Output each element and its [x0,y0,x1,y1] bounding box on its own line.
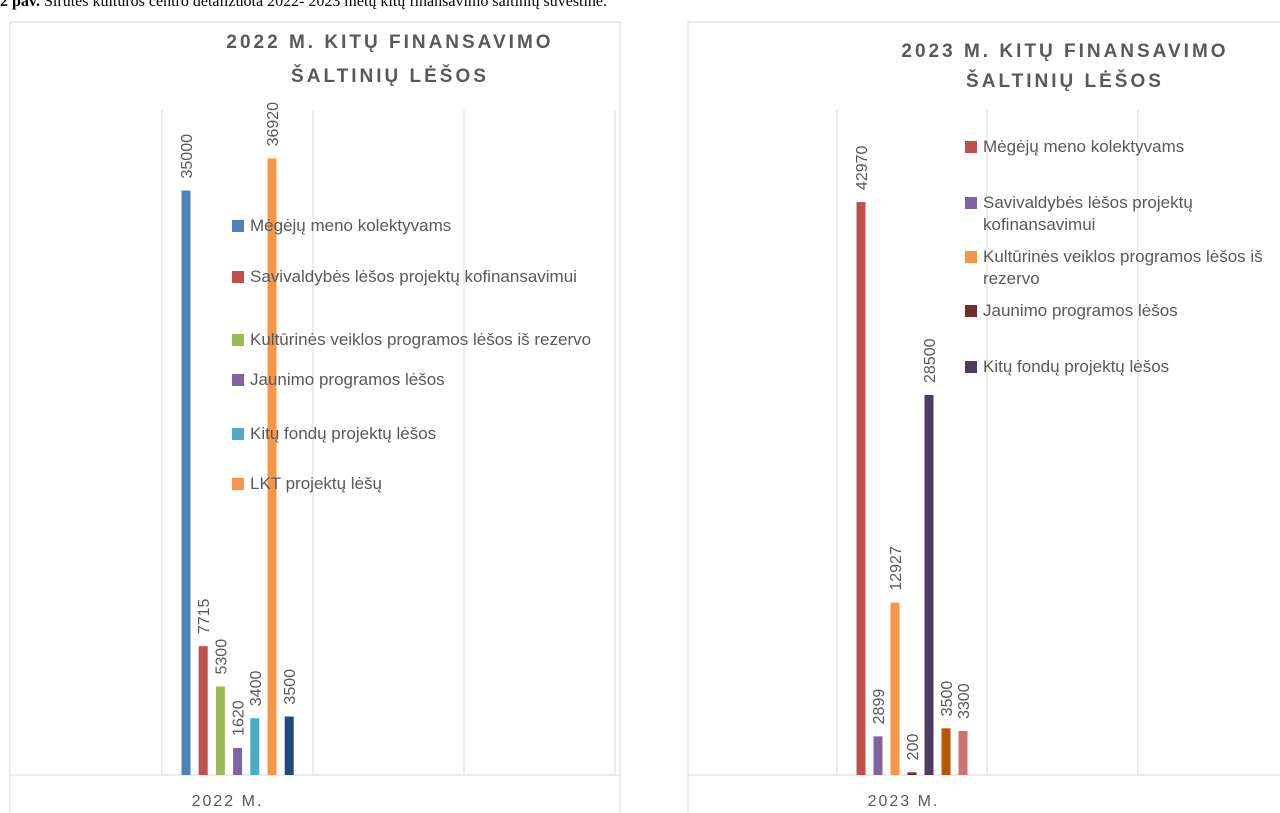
legend-swatch [965,251,977,263]
legend-item: Jaunimo programos lėšos [232,369,600,391]
data-label: 12927 [888,546,905,591]
category-label: 2022 M. [192,793,264,810]
legend-swatch [232,271,244,283]
bar [284,716,294,775]
legend-swatch [965,197,977,209]
bar [215,686,225,775]
bar [924,395,934,775]
legend-label: Mėgėjų meno kolektyvams [983,137,1185,156]
legend-item: Mėgėjų meno kolektyvams [232,215,600,237]
bar [233,747,243,775]
legend-item: LKT projektų lėšų [232,473,600,495]
caption-label: 2 pav. [0,0,40,10]
legend-swatch [965,305,977,317]
category-label: 2023 M. [868,793,940,810]
legend-item: Jaunimo programos lėšos [965,300,1263,322]
data-label: 28500 [922,338,939,383]
legend-label: Kultūrinės veiklos programos lėšos iš re… [983,247,1263,288]
bar [890,602,900,775]
legend-item: Kitų fondų projektų lėšos [965,356,1263,378]
data-label: 36920 [265,102,282,147]
caption: 2 pav. Sirutės kultūros centro detalizuo… [0,0,607,10]
bar [198,646,208,775]
data-label: 42970 [854,145,871,190]
bar [873,736,883,775]
data-label: 200 [905,734,922,761]
legend-swatch [232,478,244,490]
caption-text: Sirutės kultūros centro detalizuota 2022… [44,0,607,10]
legend-label: Savivaldybės lėšos projektų kofinansavim… [250,267,577,286]
legend-label: Mėgėjų meno kolektyvams [250,216,452,235]
chart-title: 2023 M. KITŲ FINANSAVIMO [901,41,1228,62]
chart-title: ŠALTINIŲ LĖŠOS [291,65,489,87]
legend-label: Savivaldybės lėšos projektų kofinansavim… [983,193,1193,234]
data-label: 7715 [196,598,213,634]
legend-swatch [965,141,977,153]
bar [907,772,917,775]
legend-label: Kultūrinės veiklos programos lėšos iš re… [250,330,592,349]
data-label: 35000 [179,134,196,179]
data-label: 2899 [871,689,888,725]
legend-swatch [965,361,977,373]
data-label: 1620 [231,700,248,736]
data-label: 3300 [956,683,973,719]
legend-swatch [232,220,244,232]
bar [941,728,951,775]
chart-frame [9,21,621,813]
legend-item: Savivaldybės lėšos projektų kofinansavim… [965,192,1263,236]
legend-swatch [232,428,244,440]
chart-frame [687,21,1280,813]
data-label: 3500 [939,681,956,717]
chart-title: 2022 M. KITŲ FINANSAVIMO [226,32,553,53]
legend-item: Kitų fondų projektų lėšos [232,423,600,445]
data-label: 5300 [213,639,230,675]
data-label: 3400 [248,671,265,707]
legend-label: Kitų fondų projektų lėšos [250,424,437,443]
legend-item: Kultūrinės veiklos programos lėšos iš re… [965,246,1263,290]
legend-item: Savivaldybės lėšos projektų kofinansavim… [232,266,600,288]
legend-label: LKT projektų lėšų [250,474,382,493]
legend-label: Kitų fondų projektų lėšos [983,357,1170,376]
bar [250,718,260,775]
legend-swatch [232,374,244,386]
legend-item: Kultūrinės veiklos programos lėšos iš re… [232,329,600,351]
bar [958,731,968,775]
chart-title: ŠALTINIŲ LĖŠOS [966,70,1164,92]
legend-label: Jaunimo programos lėšos [250,370,445,389]
bar [856,202,866,776]
bar [181,190,191,775]
bar [267,158,277,775]
legend-item: Mėgėjų meno kolektyvams [965,136,1263,158]
legend-swatch [232,334,244,346]
data-label: 3500 [282,669,299,705]
legend-label: Jaunimo programos lėšos [983,301,1178,320]
